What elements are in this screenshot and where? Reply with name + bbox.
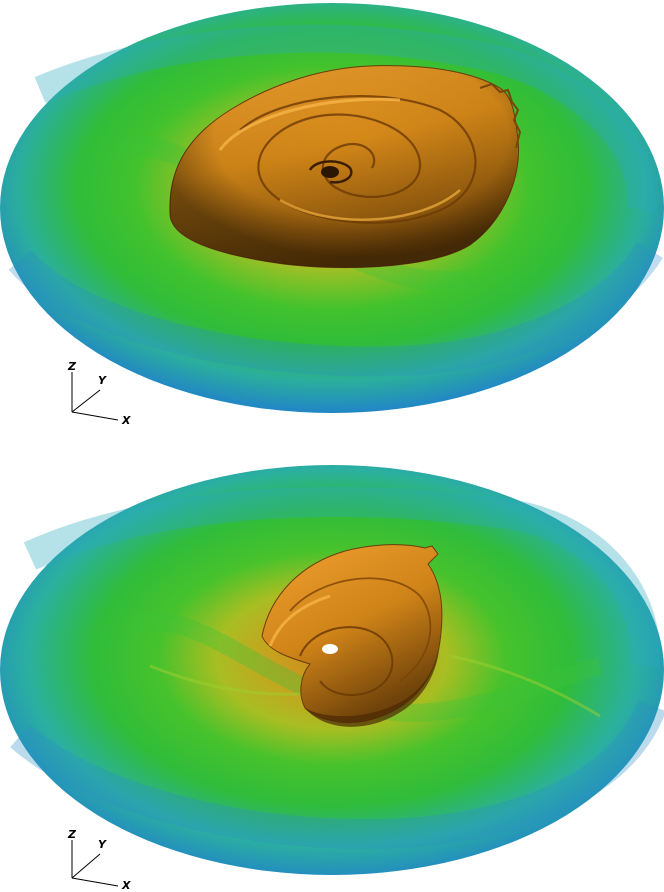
spiral-highlight <box>268 594 331 647</box>
disk-spiral-band <box>23 486 661 668</box>
x-axis-label: X <box>121 879 131 892</box>
spiral-highlight <box>279 189 461 221</box>
y-axis-line <box>71 853 101 879</box>
simulation-panel-bottom: Z Y X <box>0 446 664 892</box>
x-axis-line <box>71 411 119 421</box>
y-axis-label: Y <box>98 838 107 851</box>
disk-spiral-band <box>10 700 664 850</box>
y-axis-line <box>71 389 101 413</box>
disk-spiral-band <box>8 241 663 377</box>
isosurface-shading <box>169 65 519 268</box>
spiral-ridge <box>239 95 477 224</box>
spiral-ridge <box>289 577 432 682</box>
simulation-panel-top: Z Y X <box>0 3 664 427</box>
x-axis-label: X <box>121 414 131 427</box>
spiral-highlight <box>218 97 401 151</box>
blob-ragged-edge <box>479 82 522 149</box>
isosurface-blob <box>261 544 443 724</box>
central-hole <box>322 644 338 654</box>
x-axis-line <box>71 877 119 887</box>
axis-triad: Z Y X <box>67 828 131 892</box>
disk-spiral-arm <box>449 654 601 718</box>
central-core <box>321 166 339 178</box>
spiral-ridge <box>299 626 394 697</box>
disk-spiral-band <box>34 24 656 213</box>
disk-spiral-arm <box>149 664 301 696</box>
z-axis-label: Z <box>67 828 77 841</box>
blob-shadow <box>305 641 440 727</box>
y-axis-label: Y <box>98 374 107 387</box>
density-disk-render-top: Z Y X <box>0 3 664 427</box>
z-axis-label: Z <box>67 360 77 373</box>
core-swirl <box>308 160 353 184</box>
axis-triad: Z Y X <box>67 360 131 427</box>
density-disk-render-bottom: Z Y X <box>0 465 664 892</box>
